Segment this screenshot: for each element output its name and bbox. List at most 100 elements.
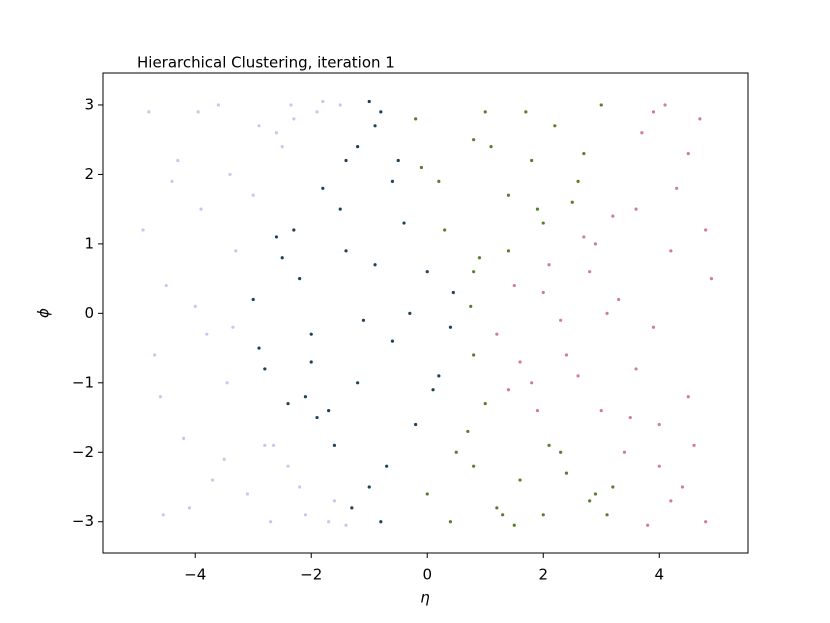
point [231,325,235,329]
point [564,353,569,357]
point [506,249,511,253]
point [535,408,540,413]
point [419,165,424,170]
point [495,332,499,336]
point [651,110,656,114]
point [518,360,522,364]
point [379,110,383,114]
x-tick-label: −2 [300,566,322,584]
point [599,103,603,107]
point [373,124,377,128]
point [582,235,586,239]
y-tick-label: 1 [84,234,94,252]
point [559,450,563,454]
point [541,513,545,517]
point [153,353,157,357]
point [303,395,308,399]
point [425,492,429,496]
point [576,179,580,183]
x-tick-label: 0 [422,566,432,584]
point [675,186,679,190]
point [164,283,168,288]
point [437,179,441,183]
y-tick-label: 2 [84,165,94,183]
point [530,381,534,385]
point [582,151,586,156]
point [611,485,615,489]
point [396,158,400,163]
point [147,110,151,114]
y-axis-label: ϕ [35,308,53,318]
point [622,450,627,454]
point [547,443,551,447]
point [588,270,592,274]
point [477,256,482,260]
point [605,513,609,517]
point [431,388,435,392]
point [704,228,708,232]
point [559,318,563,322]
point [588,499,592,503]
point [454,450,458,454]
point [303,513,308,517]
point [512,523,516,527]
point [640,131,644,135]
point [245,492,250,496]
point [709,277,714,281]
point [669,499,673,503]
point [176,158,180,163]
point [251,193,255,197]
point [292,228,296,232]
point [292,117,296,121]
point [379,520,383,524]
y-tick-label: −2 [72,443,94,461]
point [448,520,453,524]
point [483,402,487,406]
point [506,193,511,197]
x-tick-label: 4 [654,566,664,584]
point [617,297,621,302]
point [271,443,276,447]
y-tick-label: −1 [72,373,94,391]
point [373,263,377,267]
point [286,464,290,468]
point [225,381,229,385]
point [289,103,293,107]
x-axis-label: η [420,589,430,607]
point [506,388,511,392]
point [309,360,313,364]
point [141,228,145,232]
point [501,513,505,517]
point [628,415,632,420]
point [593,492,598,496]
point [263,443,267,447]
point [280,256,284,260]
point [686,395,690,399]
point [437,374,441,378]
point [344,158,348,163]
point [599,408,603,413]
point [686,151,690,156]
point [280,145,284,149]
y-tick-label: 0 [84,304,94,322]
point [414,117,418,121]
point [443,228,447,232]
point [251,297,255,302]
point [472,270,476,274]
point [408,311,412,315]
point [338,207,342,211]
point [451,290,455,295]
point [257,346,261,350]
point [344,249,348,253]
point [469,304,473,309]
point [182,436,186,440]
point [657,464,661,468]
point [216,103,221,107]
point [390,179,395,183]
point [472,464,476,468]
point [553,124,557,128]
point [315,415,319,420]
point [356,381,360,385]
point [634,207,638,211]
